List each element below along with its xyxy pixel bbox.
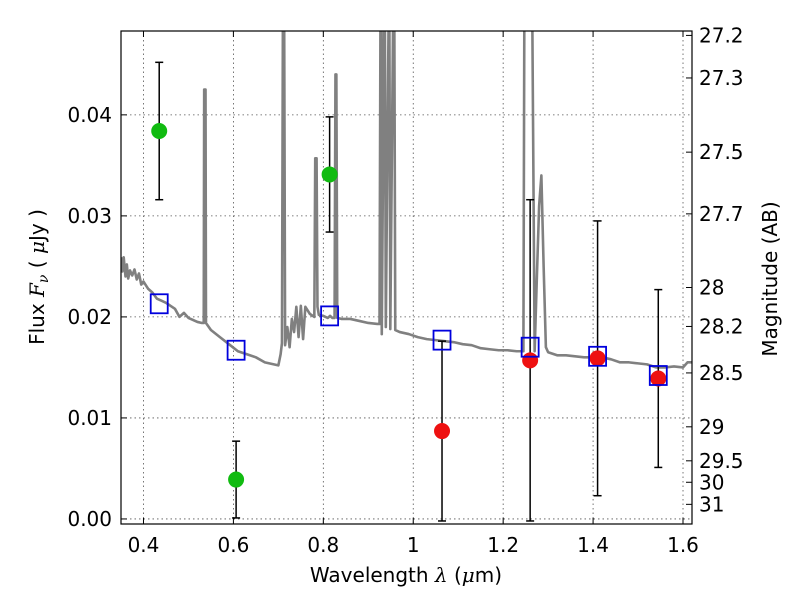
x-tick-label: 0.8 (307, 533, 339, 557)
x-tick-label: 1.2 (487, 533, 519, 557)
model-flux-square (226, 339, 246, 361)
y-tick-label: 0.02 (67, 305, 112, 329)
mag-tick-label: 27.7 (699, 202, 744, 226)
red-data-point (522, 352, 539, 369)
x-axis-title: Wavelength λ (μm) (310, 563, 502, 587)
model-flux-square (588, 345, 607, 367)
model-flux-square (149, 293, 169, 315)
model-spectrum-line (121, 31, 692, 369)
mag-tick-label: 27.3 (699, 66, 744, 90)
red-data-point (589, 350, 606, 367)
y-tick-label: 0.04 (67, 103, 112, 127)
x-tick-label: 1 (407, 533, 420, 557)
green-data-point (228, 471, 245, 488)
y-tick-label: 0.01 (67, 406, 112, 430)
model-flux-square (320, 305, 340, 327)
x-tick-label: 0.6 (217, 533, 249, 557)
mag-tick-label: 31 (699, 492, 724, 516)
mag-tick-label: 27.5 (699, 140, 744, 164)
data-layer (121, 31, 692, 369)
y-axis-title-left: Flux Fν ( μJy ) (25, 209, 52, 345)
mag-tick-label: 29.5 (699, 449, 744, 473)
y-tick-label: 0.00 (67, 507, 112, 531)
axis-layer: 0.4 0.6 0.8 1 1.2 1.4 1.6 0.00 0.01 0.02 0.03 0.04 2… (67, 23, 743, 557)
grid (121, 31, 692, 524)
model-flux-square (520, 336, 540, 358)
plot-frame (120, 30, 693, 525)
green-data-point (151, 123, 168, 140)
y-tick-label: 0.03 (67, 204, 112, 228)
mag-tick-label: 28 (699, 276, 724, 300)
model-flux-square (432, 329, 452, 351)
red-data-point (650, 370, 667, 387)
x-tick-label: 1.6 (667, 533, 699, 557)
x-tick-label: 1.4 (577, 533, 609, 557)
green-data-point (321, 166, 338, 183)
model-flux-square (648, 365, 668, 386)
mag-tick-label: 28.5 (699, 361, 744, 385)
mag-tick-label: 29 (699, 415, 724, 439)
mag-tick-label: 28.2 (699, 314, 744, 338)
mag-tick-label: 27.2 (699, 23, 744, 47)
x-tick-label: 0.4 (128, 533, 160, 557)
mag-tick-label: 30 (699, 470, 724, 494)
y-axis-title-right: Magnitude (AB) (758, 201, 782, 356)
errorbar-layer (149, 61, 668, 522)
red-data-point (434, 423, 451, 440)
